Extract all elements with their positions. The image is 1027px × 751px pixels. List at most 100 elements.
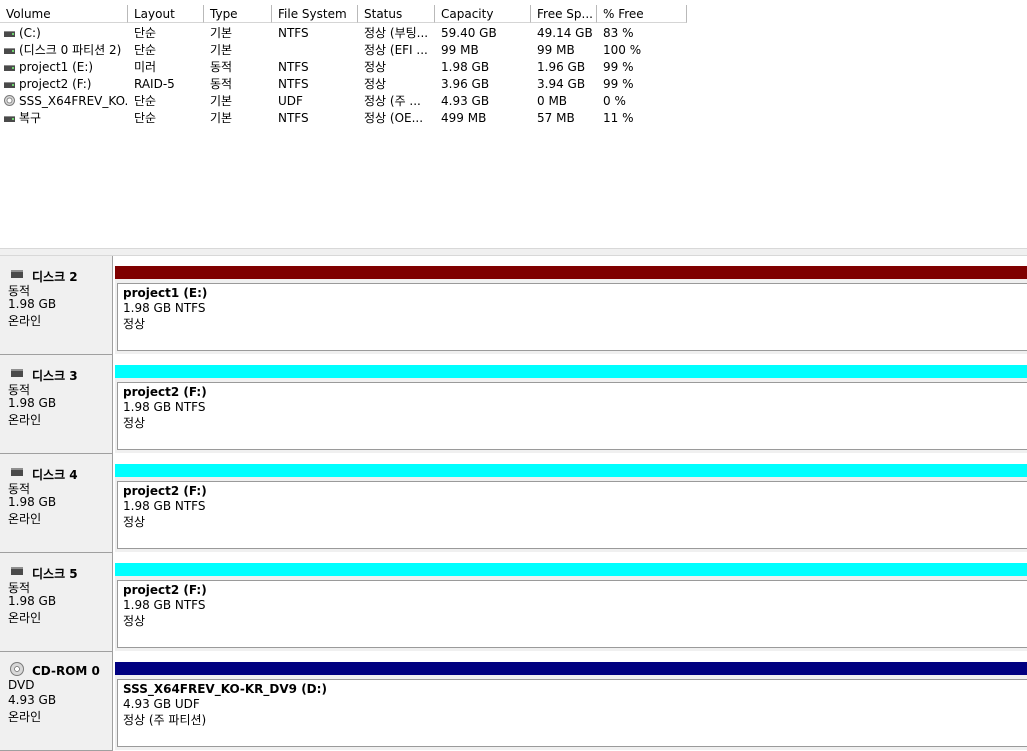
partition[interactable]: project1 (E:) 1.98 GB NTFS 정상 xyxy=(115,266,1027,354)
partition-size: 4.93 GB UDF xyxy=(123,697,200,711)
partition-size: 1.98 GB NTFS xyxy=(123,499,206,513)
volume-rows: (C:) 단순 기본 NTFS 정상 (부팅... 59.40 GB 49.14 GB 83 … xyxy=(0,25,1027,127)
cell-type: 기본 xyxy=(210,26,233,40)
cell-volume: (디스크 0 파티션 2) xyxy=(19,43,122,57)
cell-status: 정상 (OE... xyxy=(364,111,424,125)
cell-type: 동적 xyxy=(210,77,233,91)
cell-type: 기본 xyxy=(210,111,233,125)
column-header-capacity[interactable]: Capacity xyxy=(435,5,531,23)
partition-body[interactable]: project2 (F:) 1.98 GB NTFS 정상 xyxy=(117,382,1027,450)
column-header-volume[interactable]: Volume xyxy=(0,5,128,23)
disk-name: CD-ROM 0 xyxy=(32,664,100,678)
table-row[interactable]: (디스크 0 파티션 2) 단순 기본 정상 (EFI ... 99 MB 99 MB 10… xyxy=(0,42,1027,59)
column-header-type[interactable]: Type xyxy=(204,5,272,23)
column-header-layout[interactable]: Layout xyxy=(128,5,204,23)
hard-disk-icon xyxy=(11,567,23,575)
cell-capacity: 499 MB xyxy=(441,111,487,125)
cell-volume: SSS_X64FREV_KO... xyxy=(19,94,127,108)
column-header-percent-free[interactable]: % Free xyxy=(597,5,687,23)
disk-state: 온라인 xyxy=(8,710,42,724)
disk-size: 1.98 GB xyxy=(8,594,57,608)
table-row[interactable]: SSS_X64FREV_KO... 단순 기본 UDF 정상 (주 ... 4.93 GB… xyxy=(0,93,1027,110)
disk-kind: DVD xyxy=(8,678,35,692)
partition-color-bar xyxy=(115,464,1027,477)
disk-row: 디스크 4 동적 1.98 GB 온라인 project2 (F:) 1.98 GB NT… xyxy=(0,454,1027,553)
disk-label[interactable]: CD-ROM 0 DVD 4.93 GB 온라인 xyxy=(0,652,113,751)
cell-volume: (C:) xyxy=(19,26,41,40)
partition-body[interactable]: project2 (F:) 1.98 GB NTFS 정상 xyxy=(117,580,1027,648)
cell-free: 3.94 GB xyxy=(537,77,586,91)
partition[interactable]: project2 (F:) 1.98 GB NTFS 정상 xyxy=(115,464,1027,552)
disk-map: 디스크 2 동적 1.98 GB 온라인 project1 (E:) 1.98 GB NT… xyxy=(0,256,1027,751)
partition-body[interactable]: project1 (E:) 1.98 GB NTFS 정상 xyxy=(117,283,1027,351)
cell-layout: 단순 xyxy=(134,111,157,125)
cell-volume: project2 (F:) xyxy=(19,77,92,91)
partition-color-bar xyxy=(115,662,1027,675)
cd-rom-icon xyxy=(10,662,24,676)
disk-size: 1.98 GB xyxy=(8,297,57,311)
disk-row: 디스크 3 동적 1.98 GB 온라인 project2 (F:) 1.98 GB NT… xyxy=(0,355,1027,454)
table-row[interactable]: project1 (E:) 미러 동적 NTFS 정상 1.98 GB 1.96 GB 99 … xyxy=(0,59,1027,76)
cell-free: 0 MB xyxy=(537,94,568,108)
partition[interactable]: SSS_X64FREV_KO-KR_DV9 (D:) 4.93 GB UDF 정상 … xyxy=(115,662,1027,750)
cell-capacity: 3.96 GB xyxy=(441,77,490,91)
disk-label[interactable]: 디스크 5 동적 1.98 GB 온라인 xyxy=(0,553,113,652)
disk-label[interactable]: 디스크 3 동적 1.98 GB 온라인 xyxy=(0,355,113,454)
partition-name: project2 (F:) xyxy=(123,484,207,498)
cell-capacity: 99 MB xyxy=(441,43,479,57)
hard-disk-icon xyxy=(11,369,23,377)
cell-fs: NTFS xyxy=(278,77,309,91)
cell-status: 정상 xyxy=(364,77,387,91)
cell-volume: 복구 xyxy=(19,111,42,125)
disk-state: 온라인 xyxy=(8,314,42,328)
column-header-free-space[interactable]: Free Sp... xyxy=(531,5,597,23)
column-header-file-system[interactable]: File System xyxy=(272,5,358,23)
partition[interactable]: project2 (F:) 1.98 GB NTFS 정상 xyxy=(115,365,1027,453)
cell-pct: 99 % xyxy=(603,60,634,74)
cell-pct: 100 % xyxy=(603,43,642,57)
disk-size: 1.98 GB xyxy=(8,396,57,410)
partition-name: project1 (E:) xyxy=(123,286,208,300)
cell-capacity: 1.98 GB xyxy=(441,60,490,74)
cell-pct: 11 % xyxy=(603,111,634,125)
partition-name: SSS_X64FREV_KO-KR_DV9 (D:) xyxy=(123,682,327,696)
disk-kind: 동적 xyxy=(8,581,31,595)
partition-size: 1.98 GB NTFS xyxy=(123,400,206,414)
partition-status: 정상 xyxy=(123,317,146,331)
disk-label[interactable]: 디스크 2 동적 1.98 GB 온라인 xyxy=(0,256,113,355)
partition-status: 정상 xyxy=(123,614,146,628)
disk-state: 온라인 xyxy=(8,413,42,427)
table-row[interactable]: (C:) 단순 기본 NTFS 정상 (부팅... 59.40 GB 49.14 GB 83 … xyxy=(0,25,1027,42)
disk-label[interactable]: 디스크 4 동적 1.98 GB 온라인 xyxy=(0,454,113,553)
disk-name: 디스크 5 xyxy=(32,567,78,581)
cell-capacity: 59.40 GB xyxy=(441,26,497,40)
disk-row: 디스크 2 동적 1.98 GB 온라인 project1 (E:) 1.98 GB NT… xyxy=(0,256,1027,355)
partition[interactable]: project2 (F:) 1.98 GB NTFS 정상 xyxy=(115,563,1027,651)
column-header-status[interactable]: Status xyxy=(358,5,435,23)
disk-name: 디스크 2 xyxy=(32,270,78,284)
disk-kind: 동적 xyxy=(8,482,31,496)
volume-drive-icon xyxy=(4,48,15,54)
cell-layout: 단순 xyxy=(134,94,157,108)
partition-body[interactable]: SSS_X64FREV_KO-KR_DV9 (D:) 4.93 GB UDF 정상 … xyxy=(117,679,1027,747)
partition-size: 1.98 GB NTFS xyxy=(123,301,206,315)
hard-disk-icon xyxy=(11,270,23,278)
partition-body[interactable]: project2 (F:) 1.98 GB NTFS 정상 xyxy=(117,481,1027,549)
partition-status: 정상 xyxy=(123,515,146,529)
pane-splitter[interactable] xyxy=(0,248,1027,256)
cell-fs: NTFS xyxy=(278,26,309,40)
partition-name: project2 (F:) xyxy=(123,385,207,399)
hard-disk-icon xyxy=(11,468,23,476)
disk-row: 디스크 5 동적 1.98 GB 온라인 project2 (F:) 1.98 GB NT… xyxy=(0,553,1027,652)
partition-name: project2 (F:) xyxy=(123,583,207,597)
cell-type: 기본 xyxy=(210,94,233,108)
table-row[interactable]: 복구 단순 기본 NTFS 정상 (OE... 499 MB 57 MB 11 % xyxy=(0,110,1027,127)
disk-state: 온라인 xyxy=(8,611,42,625)
volume-list[interactable]: Volume Layout Type File System Status Ca… xyxy=(0,0,1027,248)
table-row[interactable]: project2 (F:) RAID-5 동적 NTFS 정상 3.96 GB 3.94 G… xyxy=(0,76,1027,93)
cell-free: 99 MB xyxy=(537,43,575,57)
cell-pct: 0 % xyxy=(603,94,626,108)
volume-drive-icon xyxy=(4,116,15,122)
cell-capacity: 4.93 GB xyxy=(441,94,490,108)
partition-color-bar xyxy=(115,365,1027,378)
